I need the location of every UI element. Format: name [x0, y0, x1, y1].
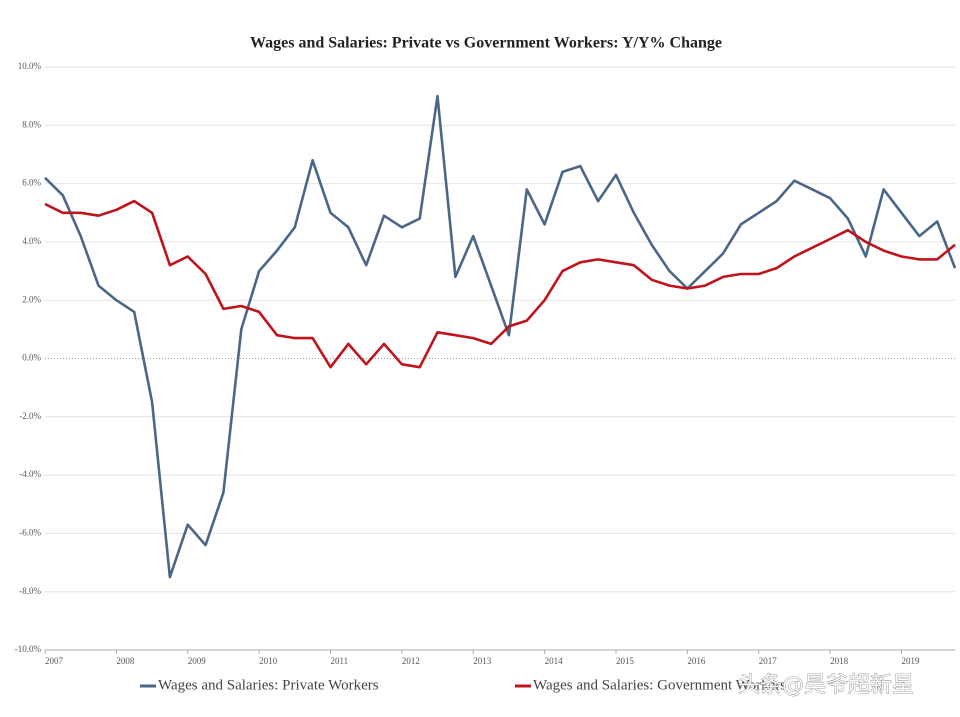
- x-tick-label: 2008: [116, 656, 135, 666]
- watermark: 头条@昊爷超新星: [738, 673, 914, 698]
- x-tick-label: 2010: [259, 656, 278, 666]
- x-tick-label: 2014: [545, 656, 564, 666]
- x-tick-label: 2013: [473, 656, 492, 666]
- y-tick-label: -10.0%: [15, 644, 42, 654]
- y-tick-label: -2.0%: [19, 411, 41, 421]
- y-tick-label: 2.0%: [22, 294, 41, 304]
- x-tick-label: 2007: [45, 656, 64, 666]
- y-tick-label: -4.0%: [19, 469, 41, 479]
- y-tick-label: 8.0%: [22, 119, 41, 129]
- x-tick-label: 2009: [188, 656, 207, 666]
- y-tick-label: 4.0%: [22, 236, 41, 246]
- y-tick-label: -6.0%: [19, 527, 41, 537]
- y-tick-label: -8.0%: [19, 586, 41, 596]
- x-tick-label: 2016: [687, 656, 706, 666]
- legend-label: Wages and Salaries: Private Workers: [158, 677, 379, 693]
- y-tick-label: 6.0%: [22, 178, 41, 188]
- series-line: [44, 94, 957, 579]
- x-tick-label: 2015: [616, 656, 635, 666]
- x-tick-label: 2018: [830, 656, 849, 666]
- x-tick-label: 2011: [330, 656, 348, 666]
- legend-label: Wages and Salaries: Government Workers: [533, 677, 786, 693]
- x-tick-label: 2012: [402, 656, 420, 666]
- y-tick-label: 0.0%: [22, 353, 41, 363]
- x-tick-label: 2019: [901, 656, 920, 666]
- y-tick-label: 10.0%: [18, 61, 42, 71]
- chart-title: Wages and Salaries: Private vs Governmen…: [250, 35, 722, 52]
- series-line: [44, 199, 956, 369]
- x-tick-label: 2017: [759, 656, 778, 666]
